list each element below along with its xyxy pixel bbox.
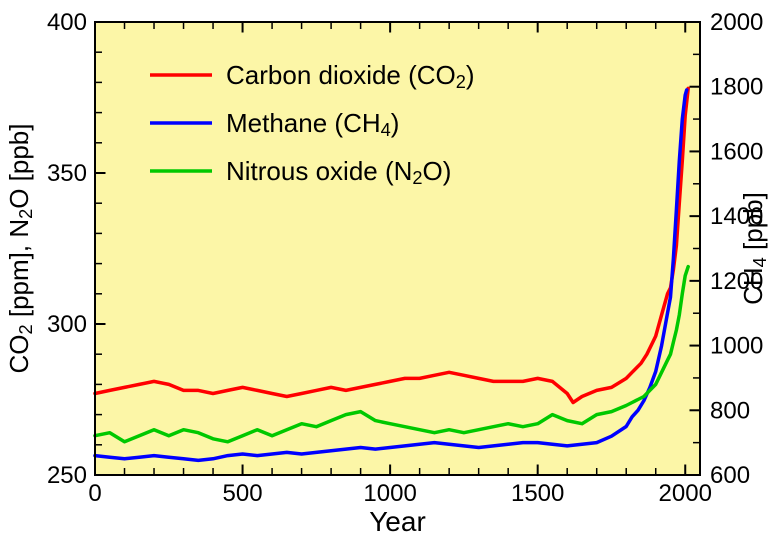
x-tick-label: 2000 (659, 480, 712, 507)
y-left-tick-label: 300 (47, 311, 87, 338)
svg-text:CH4 [ppb]: CH4 [ppb] (738, 192, 768, 305)
y-left-tick-label: 250 (47, 462, 87, 489)
x-tick-label: 1500 (511, 480, 564, 507)
x-axis-label: Year (369, 506, 426, 537)
y-right-tick-label: 800 (710, 397, 750, 424)
y-left-tick-label: 400 (47, 9, 87, 36)
y-right-tick-label: 600 (710, 462, 750, 489)
y-left-axis-label: CO2 [ppm], N2O [ppb] (4, 123, 36, 373)
y-right-tick-label: 2000 (710, 9, 763, 36)
y-right-tick-label: 1600 (710, 138, 763, 165)
y-right-axis-label: CH4 [ppb] (738, 192, 768, 305)
y-left-tick-label: 350 (47, 160, 87, 187)
line-chart: 0500100015002000250300350400600800100012… (0, 0, 768, 549)
x-tick-label: 0 (88, 480, 101, 507)
legend-label-ch4: Methane (CH4) (226, 108, 399, 140)
svg-text:CO2 [ppm], N2O [ppb]: CO2 [ppm], N2O [ppb] (4, 123, 36, 373)
chart-container: 0500100015002000250300350400600800100012… (0, 0, 768, 549)
y-right-tick-label: 1000 (710, 333, 763, 360)
y-right-tick-label: 1800 (710, 74, 763, 101)
legend-label-co2: Carbon dioxide (CO2) (226, 60, 475, 92)
x-tick-label: 1000 (363, 480, 416, 507)
x-tick-label: 500 (223, 480, 263, 507)
